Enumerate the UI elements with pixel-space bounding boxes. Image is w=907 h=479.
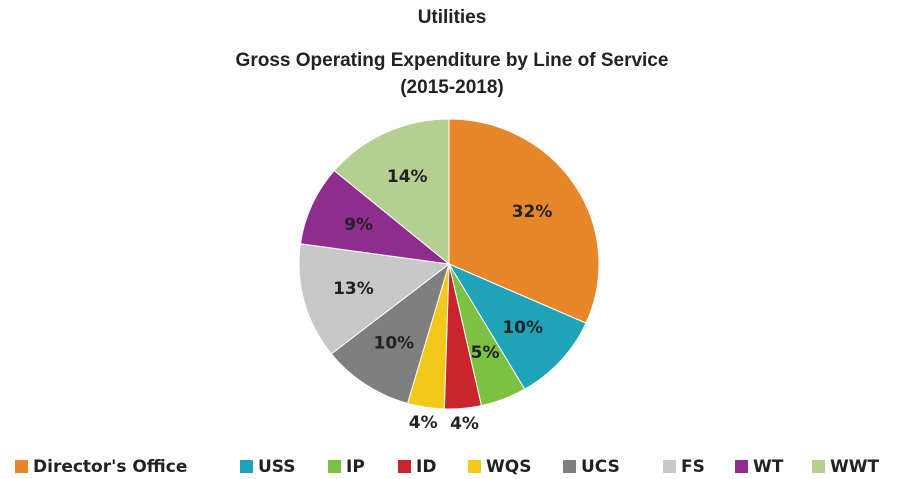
data-label: 10% [373, 333, 414, 353]
legend-swatch [663, 460, 676, 473]
legend-label: IP [346, 457, 365, 477]
pie-slice [448, 118, 600, 324]
pie-slice [299, 169, 451, 265]
chart-title: Utilities [418, 7, 487, 28]
data-label: 4% [409, 413, 438, 433]
legend-swatch [468, 460, 481, 473]
pie-slice [298, 243, 451, 355]
pie-slice [330, 262, 450, 404]
legend-swatch [812, 460, 825, 473]
data-label: 14% [387, 167, 428, 187]
data-label: 4% [450, 414, 479, 434]
legend-label: WQS [486, 457, 531, 477]
legend-label: ID [416, 457, 436, 477]
legend-swatch [240, 460, 253, 473]
data-label: 9% [344, 215, 373, 235]
data-label: 32% [512, 202, 553, 222]
legend-label: USS [258, 457, 296, 477]
chart-subtitle: (2015-2018) [400, 77, 504, 98]
data-label: 5% [471, 343, 500, 363]
legend-label: Director's Office [33, 457, 187, 477]
legend-label: FS [681, 457, 705, 477]
chart-subtitle: Gross Operating Expenditure by Line of S… [236, 50, 669, 71]
legend-swatch [15, 460, 28, 473]
legend-swatch [735, 460, 748, 473]
legend-swatch [563, 460, 576, 473]
legend-swatch [398, 460, 411, 473]
pie-slice [447, 262, 587, 390]
data-label: 13% [333, 279, 374, 299]
data-label: 10% [502, 318, 543, 338]
pie-slice [333, 118, 450, 266]
legend-label: UCS [581, 457, 620, 477]
legend-label: WT [753, 457, 784, 477]
legend-label: WWT [830, 457, 880, 477]
legend-swatch [328, 460, 341, 473]
